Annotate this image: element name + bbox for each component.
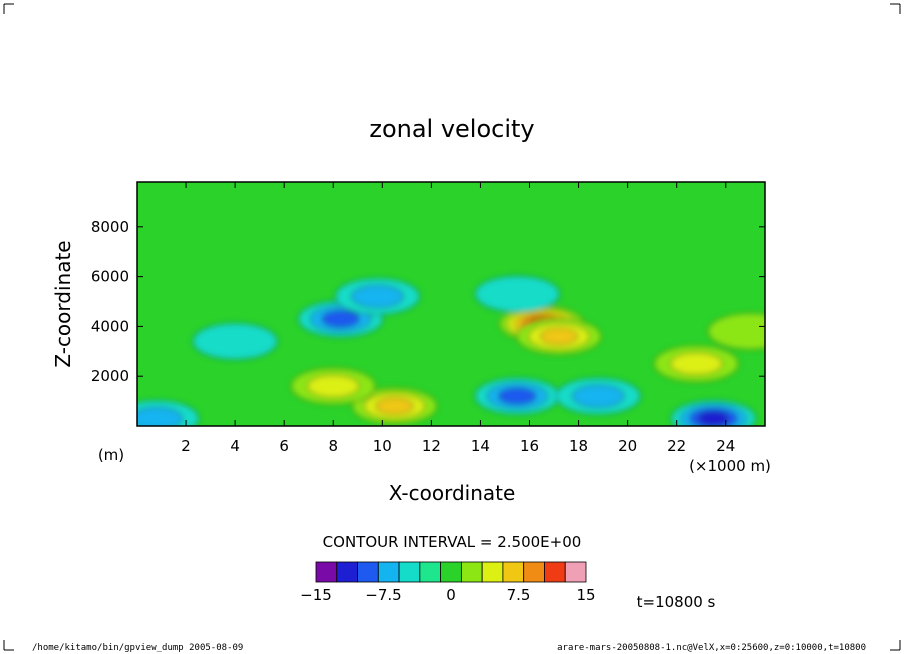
colorbar-swatch-3 <box>377 561 400 583</box>
colorbar-swatch-5 <box>419 561 442 583</box>
contour-patch-11-2 <box>137 407 183 426</box>
colorbar-swatch-7 <box>460 561 483 583</box>
corner-marks <box>3 3 901 651</box>
colorbar <box>315 561 587 583</box>
colorbar-labels: −15 −7.5 0 7.5 15 <box>300 586 595 604</box>
field-patches <box>137 275 765 426</box>
colorbar-swatch-6 <box>440 561 462 583</box>
y-tick-label-0: 2000 <box>91 367 129 385</box>
y-axis-label: Z-coordinate <box>51 240 75 367</box>
plot-area <box>137 182 765 426</box>
contour-patch-2-3 <box>375 397 414 415</box>
x-tick-label-10: 22 <box>667 437 686 455</box>
x-tick-label-5: 12 <box>422 437 441 455</box>
plot-frame <box>136 181 766 427</box>
time-label: t=10800 s <box>637 593 716 611</box>
x-axis: 2 4 6 8 10 12 14 16 18 20 22 24 <box>181 182 735 455</box>
footer-right: arare-mars-20050808-1.nc@VelX,x=0:25600,… <box>557 643 866 653</box>
x-tick-label-0: 2 <box>181 437 191 455</box>
chart-title: zonal velocity <box>369 115 534 143</box>
colorbar-swatch-0 <box>315 561 338 583</box>
contour-patch-3-2 <box>307 374 360 398</box>
field-background <box>137 182 765 426</box>
colorbar-swatch-4 <box>398 561 421 583</box>
colorbar-swatch-1 <box>336 561 358 583</box>
contour-patch-4-3 <box>321 310 360 328</box>
footer-left: /home/kitamo/bin/gpview_dump 2005-08-09 <box>32 643 243 653</box>
contour-patch-5-2 <box>351 285 404 309</box>
colorbar-swatch-8 <box>481 561 504 583</box>
contour-patch-14-1 <box>707 312 765 350</box>
y-tick-label-1: 4000 <box>91 317 129 335</box>
colorbar-swatch-10 <box>523 561 545 583</box>
colorbar-label-0: −15 <box>300 586 332 604</box>
colorbar-swatch-2 <box>357 561 379 583</box>
x-tick-label-2: 6 <box>279 437 289 455</box>
contour-interval-text: CONTOUR INTERVAL = 2.500E+00 <box>323 533 582 551</box>
x-tick-label-8: 18 <box>569 437 588 455</box>
colorbar-swatch-9 <box>502 561 525 583</box>
x-axis-label: X-coordinate <box>389 481 516 505</box>
y-tick-label-2: 6000 <box>91 268 129 286</box>
x-tick-label-6: 14 <box>471 437 490 455</box>
y-units-label: (m) <box>98 446 124 464</box>
contour-patch-7-1 <box>474 275 560 313</box>
x-tick-label-11: 24 <box>716 437 735 455</box>
colorbar-swatch-12 <box>564 561 587 583</box>
y-tick-label-3: 8000 <box>91 218 129 236</box>
contour-patch-8-3 <box>498 387 537 405</box>
colorbar-label-3: 7.5 <box>507 586 531 604</box>
x-tick-label-9: 20 <box>618 437 637 455</box>
contour-patch-10-4 <box>698 411 729 426</box>
x-tick-label-4: 10 <box>373 437 392 455</box>
y-axis: 2000 4000 6000 8000 <box>91 218 765 385</box>
contour-patch-9-2 <box>571 384 625 408</box>
colorbar-label-2: 0 <box>446 586 456 604</box>
colorbar-label-4: 15 <box>576 586 595 604</box>
contour-patch-12-2 <box>670 352 723 376</box>
x-units-label: (×1000 m) <box>689 457 771 475</box>
x-tick-label-3: 8 <box>328 437 338 455</box>
contour-patch-1-3 <box>539 327 579 345</box>
x-tick-label-1: 4 <box>230 437 240 455</box>
contour-patch-6-1 <box>192 322 278 360</box>
colorbar-swatch-11 <box>544 561 566 583</box>
colorbar-label-1: −7.5 <box>365 586 401 604</box>
x-tick-label-7: 16 <box>520 437 539 455</box>
